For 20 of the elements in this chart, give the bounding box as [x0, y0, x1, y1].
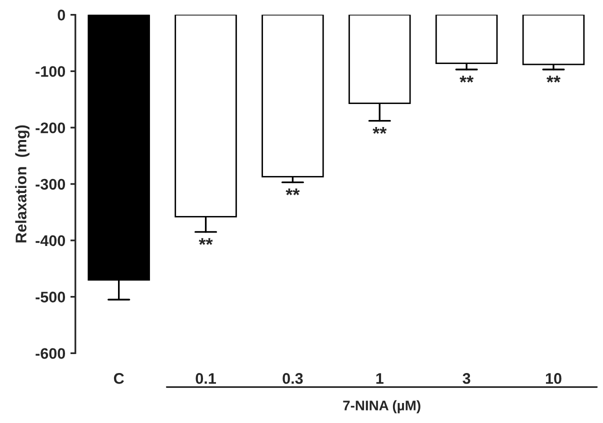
y-axis-title: Relaxation (mg)	[15, 125, 30, 242]
y-tick-label: -200	[36, 122, 66, 134]
y-tick-label: -600	[36, 348, 66, 359]
x-tick-label: 1	[376, 373, 384, 384]
y-tick-label: -100	[36, 66, 66, 77]
y-tick-label: 0	[58, 10, 66, 20]
y-tick-label: -500	[36, 292, 66, 302]
y-tick-label: -400	[36, 235, 66, 246]
x-tick-label: 3	[462, 373, 470, 384]
annotation: **	[372, 127, 387, 134]
annotation: **	[198, 238, 213, 245]
x-tick-label: 0.3	[282, 373, 303, 384]
x-tick-label: 0.1	[196, 373, 216, 384]
x-tick-label: C	[114, 373, 124, 384]
annotation: **	[460, 76, 474, 82]
annotation: **	[286, 188, 300, 196]
annotation: **	[546, 76, 561, 82]
x-tick-label: 10	[546, 373, 562, 384]
y-tick-label: -300	[36, 178, 66, 190]
x-axis-title: 7-NINA (µM)	[343, 400, 420, 414]
